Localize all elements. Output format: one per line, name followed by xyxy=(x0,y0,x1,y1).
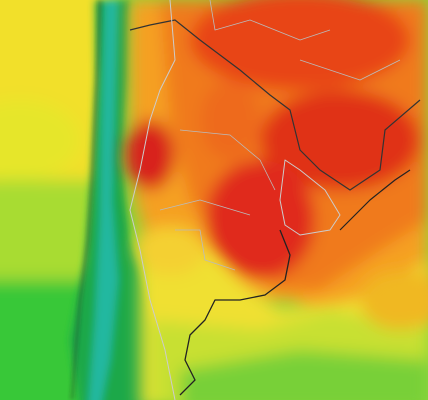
province-border xyxy=(209,0,401,81)
land-cool-south xyxy=(135,225,428,400)
province-border xyxy=(159,129,276,271)
country-border xyxy=(129,19,421,191)
coastline-east xyxy=(179,229,291,396)
coastline-west xyxy=(71,0,101,400)
country-border xyxy=(279,159,341,236)
coastline-east xyxy=(339,169,411,231)
borders xyxy=(71,0,421,400)
country-border xyxy=(129,0,176,400)
